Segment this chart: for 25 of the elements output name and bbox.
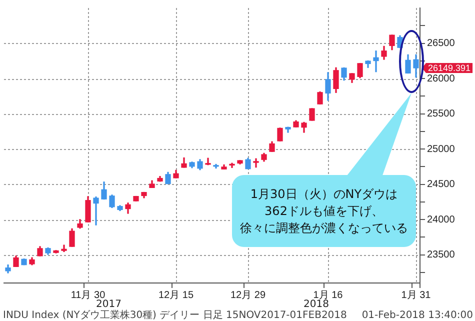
y-tick-label: 24500 — [427, 179, 456, 190]
x-tick-label: 12月 29 — [230, 290, 266, 301]
y-tick-label: 26500 — [427, 38, 456, 50]
text: 2017 — [96, 299, 122, 310]
x-tick-label: 12月 15 — [158, 290, 194, 301]
candlestick — [253, 158, 259, 168]
x-tick-label: 11月 30 — [70, 290, 106, 301]
candlestick — [93, 196, 99, 226]
y-tick-label: 25500 — [427, 108, 456, 120]
candlestick — [373, 50, 379, 72]
text: 2018 — [304, 299, 329, 310]
annotation: 徐々に調整色が濃くなっている — [240, 220, 408, 236]
candlestick — [61, 244, 67, 252]
text: 01-Feb-2018 13:40:00 — [362, 310, 473, 321]
text: 26149.391 — [428, 62, 471, 73]
text: INDU Index (NYダウ工業株30種) デイリー 日足 15NOV2017-01FEB2018 — [3, 310, 347, 321]
x-tick-label: 1月 16 — [313, 290, 344, 301]
y-tick-label: 24000 — [427, 214, 456, 226]
candlestick — [205, 158, 211, 166]
annotation: 1月30日（火）のNYダウは — [250, 186, 398, 202]
y-tick-label: 26000 — [427, 73, 456, 84]
x-tick-label: 1月 31 — [401, 290, 432, 301]
y-tick-label: 23500 — [427, 250, 456, 261]
y-tick-label: 25000 — [427, 144, 456, 155]
annotation: 362ドルも値を下げ、 — [264, 202, 384, 220]
